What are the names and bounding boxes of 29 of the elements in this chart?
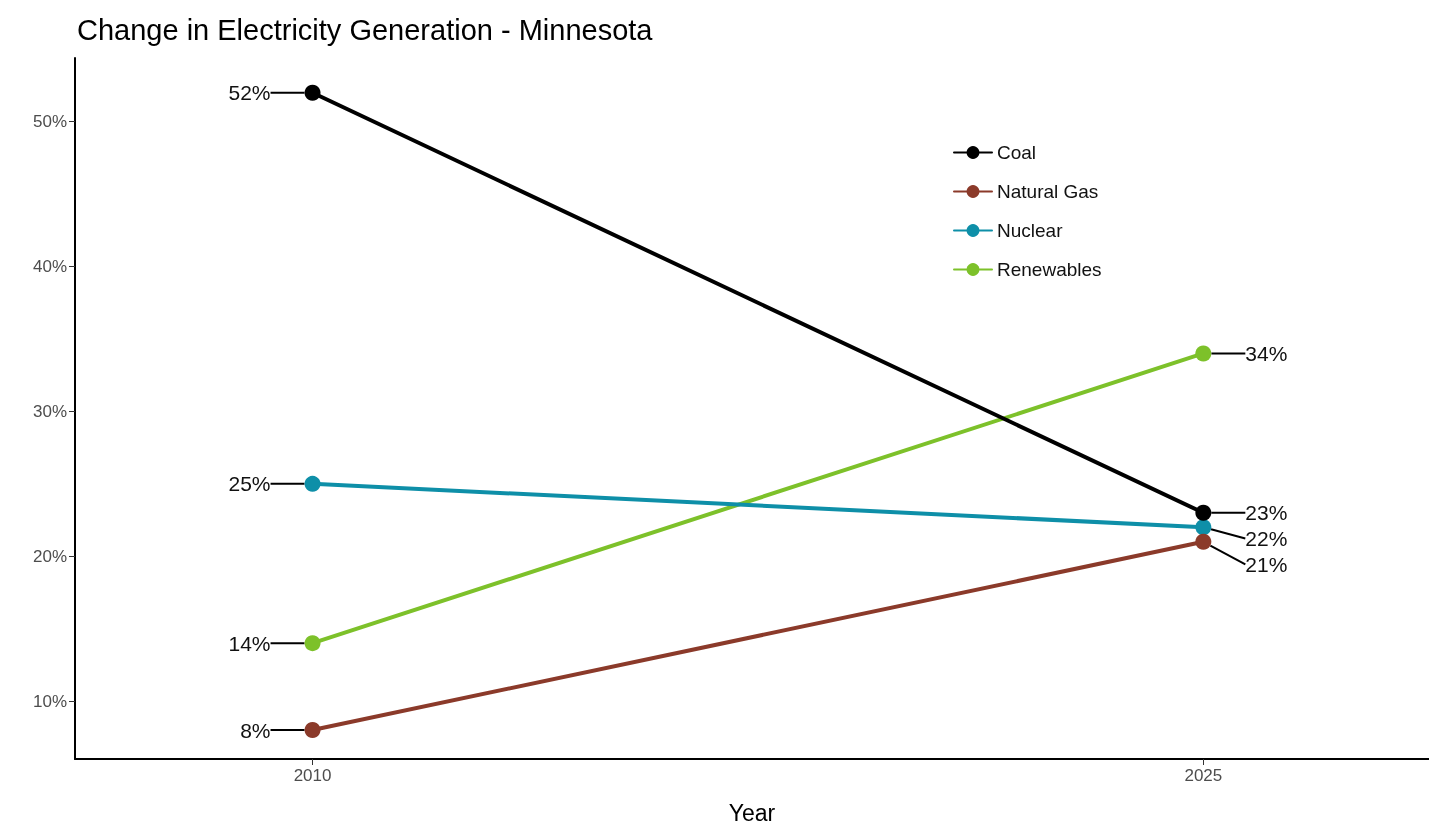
point [304,84,321,101]
y-tick-label: 10% [32,691,67,711]
x-tick-label: 2025 [1184,766,1223,785]
data-label: 34% [1245,341,1288,365]
point [1195,504,1212,521]
point [1195,533,1212,550]
data-label: 52% [228,81,271,105]
data-label: 21% [1245,552,1288,576]
legend-label: Coal [997,142,1037,163]
data-label: 14% [228,631,271,655]
x-axis-title: Year [728,799,776,826]
data-label: 22% [1245,527,1288,551]
point [304,635,321,652]
point [304,475,321,492]
data-label: 8% [240,718,271,742]
y-tick-label: 40% [32,257,67,277]
y-tick-label: 20% [32,546,67,566]
data-label: 25% [228,472,271,496]
legend-label: Renewables [997,259,1102,280]
y-tick-label: 30% [32,401,67,421]
point [1195,519,1212,536]
point [304,722,321,739]
legend-label: Nuclear [997,220,1064,241]
legend-label: Natural Gas [997,181,1099,202]
y-tick-label: 50% [32,112,67,132]
data-label: 23% [1245,501,1288,525]
x-tick-label: 2010 [293,766,332,785]
chart-title: Change in Electricity Generation - Minnesota [77,13,654,46]
point [1195,345,1212,362]
